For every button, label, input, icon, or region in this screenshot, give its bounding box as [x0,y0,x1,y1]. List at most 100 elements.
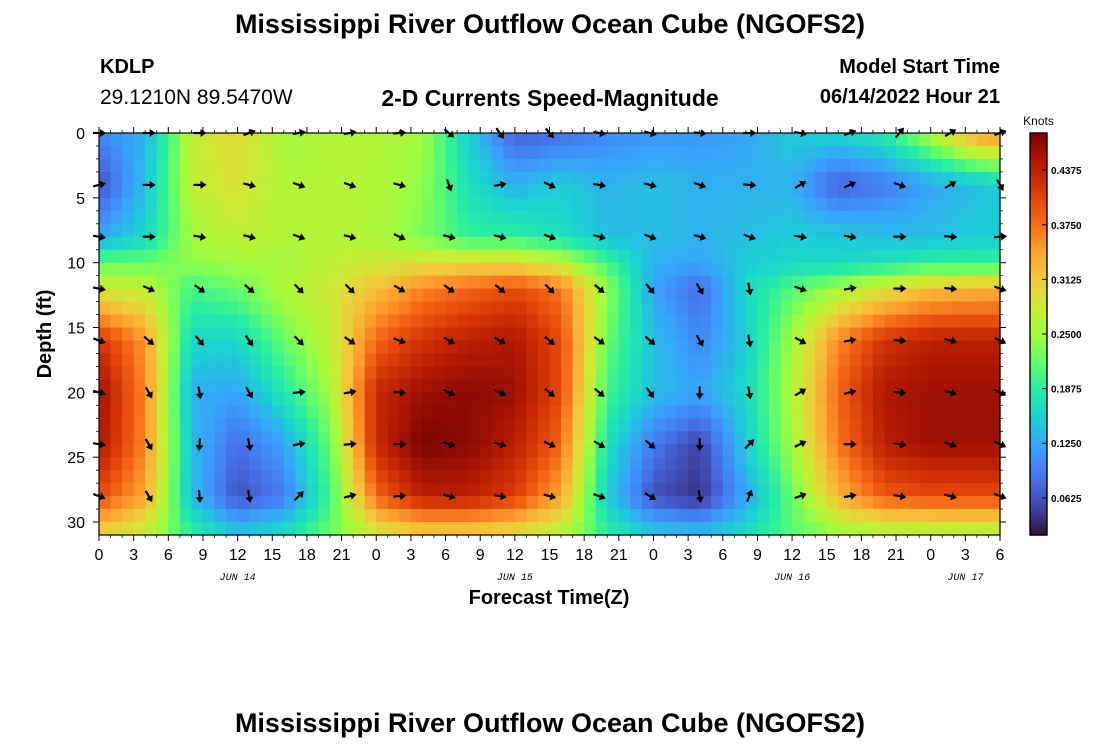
heatmap-cell [480,197,493,212]
heatmap-cell [768,133,782,147]
heatmap-cell [422,158,435,173]
heatmap-cell [953,405,966,419]
heatmap-cell [745,133,759,147]
heatmap-cell [607,171,620,186]
heatmap-cell [618,210,631,225]
heatmap-cell [249,457,262,471]
heatmap-cell [122,145,135,160]
heatmap-cell [919,223,932,238]
heatmap-cell [653,249,666,264]
heatmap-cell [122,184,135,199]
heatmap-cell [283,314,296,329]
heatmap-cell [156,236,169,251]
heatmap-cell [665,470,678,484]
heatmap-cell [145,366,158,380]
heatmap-cell [503,418,516,432]
heatmap-cell [907,301,920,316]
heatmap-cell [503,133,516,147]
heatmap-cell [699,522,712,536]
heatmap-cell [919,483,932,497]
heatmap-cell [665,327,678,342]
heatmap-cell [907,236,920,251]
heatmap-cell [99,366,112,380]
heatmap-cell [653,366,666,380]
heatmap-cell [734,184,747,199]
heatmap-cell [272,444,285,458]
heatmap-cell [410,171,424,186]
heatmap-cell [330,301,343,316]
heatmap-cell [930,236,943,251]
heatmap-cell [537,249,551,264]
heatmap-cell [110,509,123,523]
heatmap-cell [884,288,897,303]
heatmap-cell [711,327,724,342]
heatmap-cell [295,158,308,173]
heatmap-cell [191,301,204,316]
heatmap-cell [422,236,435,251]
heatmap-cell [306,496,320,510]
heatmap-cell [976,431,990,445]
heatmap-cell [930,340,943,355]
heatmap-cell [896,145,909,160]
heatmap-cell [699,470,712,484]
heatmap-cell [872,431,886,445]
current-vector [593,440,606,449]
heatmap-cell [896,249,909,264]
heatmap-cell [942,457,955,471]
heatmap-cell [399,210,412,225]
heatmap-cell [237,509,250,523]
current-vector [593,181,607,190]
heatmap-cell [884,262,897,277]
heatmap-cell [191,483,204,497]
heatmap-cell [306,133,320,147]
heatmap-cell [618,327,631,342]
heatmap-cell [249,444,262,458]
heatmap-cell [526,392,539,406]
heatmap-cell [122,275,135,290]
heatmap-cell [584,133,597,147]
heatmap-cell [584,158,597,173]
heatmap-cell [618,379,631,393]
heatmap-cell [688,509,701,523]
heatmap-cell [826,275,839,290]
heatmap-cell [445,327,458,342]
colorbar-segment [1030,468,1047,472]
heatmap-cell [618,275,631,290]
heatmap-cell [768,301,782,316]
heatmap-cell [526,133,539,147]
heatmap-cell [792,496,805,510]
heatmap-cell [260,457,273,471]
heatmap-cell [237,158,250,173]
colorbar-segment [1030,431,1047,436]
heatmap-cell [618,353,631,368]
heatmap-cell [792,223,805,238]
heatmap-cell [688,301,701,316]
heatmap-cell [896,457,909,471]
heatmap-cell [376,223,389,238]
heatmap-cell [249,301,262,316]
heatmap-cell [630,405,643,419]
heatmap-cell [226,262,239,277]
heatmap-cell [942,522,955,536]
heatmap-cell [480,301,493,316]
heatmap-cell [711,522,724,536]
heatmap-cell [249,418,262,432]
colorbar-segment [1030,518,1047,523]
heatmap-cell [607,509,620,523]
heatmap-cell [330,133,343,147]
heatmap-cell [122,314,135,329]
heatmap-cell [572,184,585,199]
heatmap-cell [549,236,562,251]
heatmap-cell [884,171,897,186]
heatmap-cell [514,509,527,523]
heatmap-cell [965,366,978,380]
heatmap-cell [549,197,562,212]
heatmap-cell [133,327,146,342]
heatmap-cell [99,457,112,471]
heatmap-cell [896,314,909,329]
heatmap-cell [907,262,920,277]
heatmap-cell [156,158,169,173]
colorbar-segment [1030,189,1047,194]
heatmap-cell [595,249,608,264]
heatmap-cell [226,457,239,471]
